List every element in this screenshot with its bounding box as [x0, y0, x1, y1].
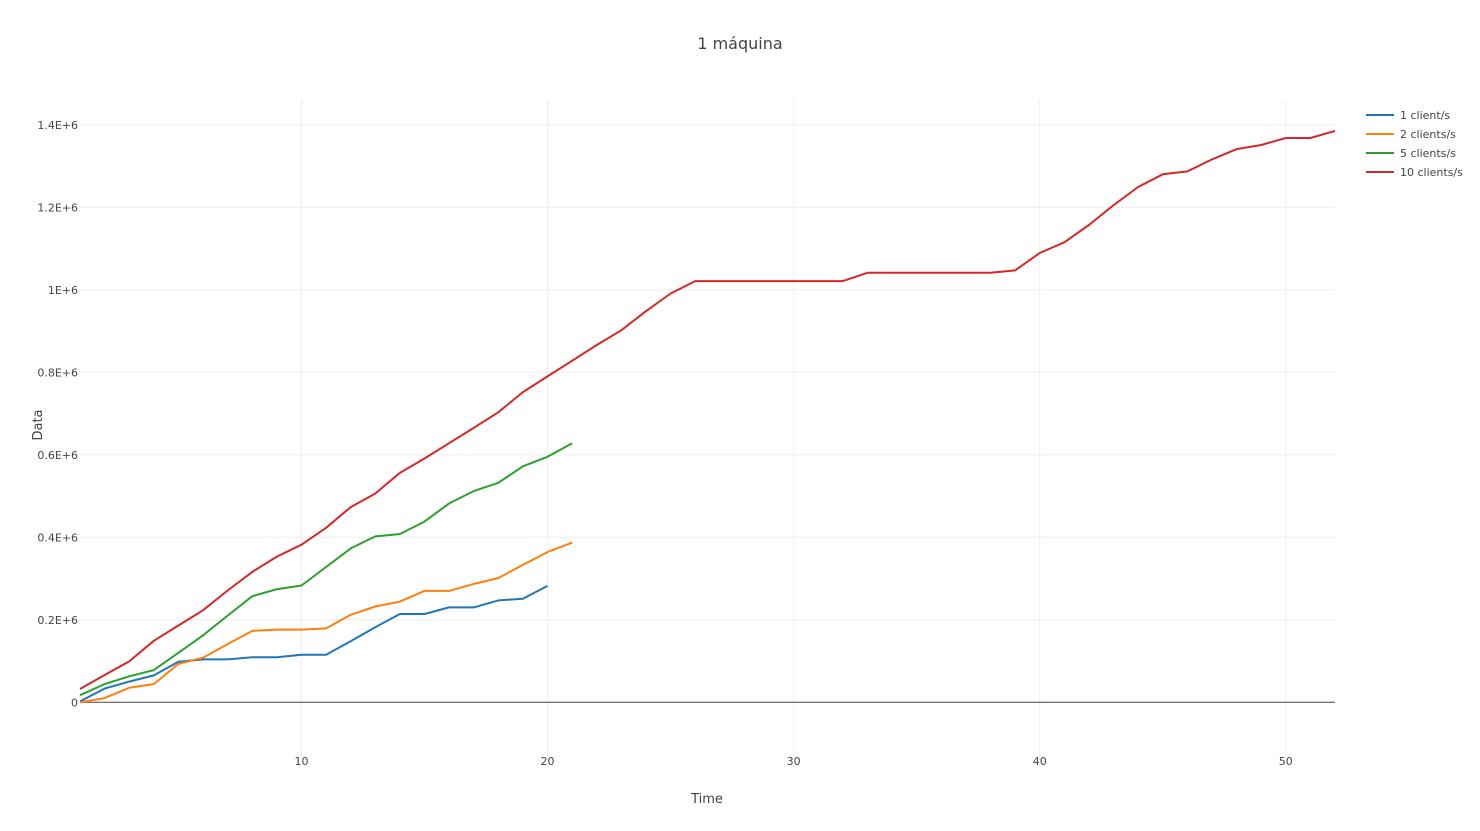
x-tick-label: 30 [787, 755, 801, 768]
x-tick-label: 20 [541, 755, 555, 768]
x-tick-label: 50 [1279, 755, 1293, 768]
legend-label: 5 clients/s [1400, 147, 1456, 160]
series-line-1-client-s [79, 585, 548, 703]
legend-item[interactable]: 2 clients/s [1366, 128, 1456, 141]
legend-label: 10 clients/s [1400, 166, 1463, 179]
legend-label: 1 client/s [1400, 109, 1450, 122]
y-tick-label: 1.4E+6 [37, 119, 78, 132]
y-tick-label: 0.6E+6 [37, 449, 78, 462]
legend-item[interactable]: 1 client/s [1366, 109, 1450, 122]
series-line-5-clients-s [79, 442, 573, 697]
y-axis-label: Data [31, 409, 46, 440]
x-tick-label: 10 [294, 755, 308, 768]
x-tick-label: 40 [1033, 755, 1047, 768]
y-tick-label: 0.8E+6 [37, 366, 78, 379]
series-layer [79, 129, 1336, 704]
grid [80, 100, 1335, 760]
chart-title: 1 máquina [697, 34, 782, 53]
legend-label: 2 clients/s [1400, 128, 1456, 141]
x-axis-label: Time [690, 792, 723, 807]
tick-labels: 10 20 30 40 50 0 0.2E+6 0.4E+6 0.6E+6 0.8E+6 1E+6 1… [37, 119, 1292, 768]
legend-item[interactable]: 5 clients/s [1366, 147, 1456, 160]
y-tick-label: 1.2E+6 [37, 201, 78, 214]
series-line-2-clients-s [79, 541, 573, 704]
y-tick-label: 0.4E+6 [37, 531, 78, 544]
y-tick-label: 1E+6 [48, 284, 78, 297]
legend-item[interactable]: 10 clients/s [1366, 166, 1463, 179]
legend: 1 client/s 2 clients/s 5 clients/s 10 clien… [1366, 109, 1463, 179]
y-tick-label: 0.2E+6 [37, 614, 78, 627]
y-tick-label: 0 [71, 696, 78, 709]
series-line-10-clients-s [79, 129, 1336, 690]
